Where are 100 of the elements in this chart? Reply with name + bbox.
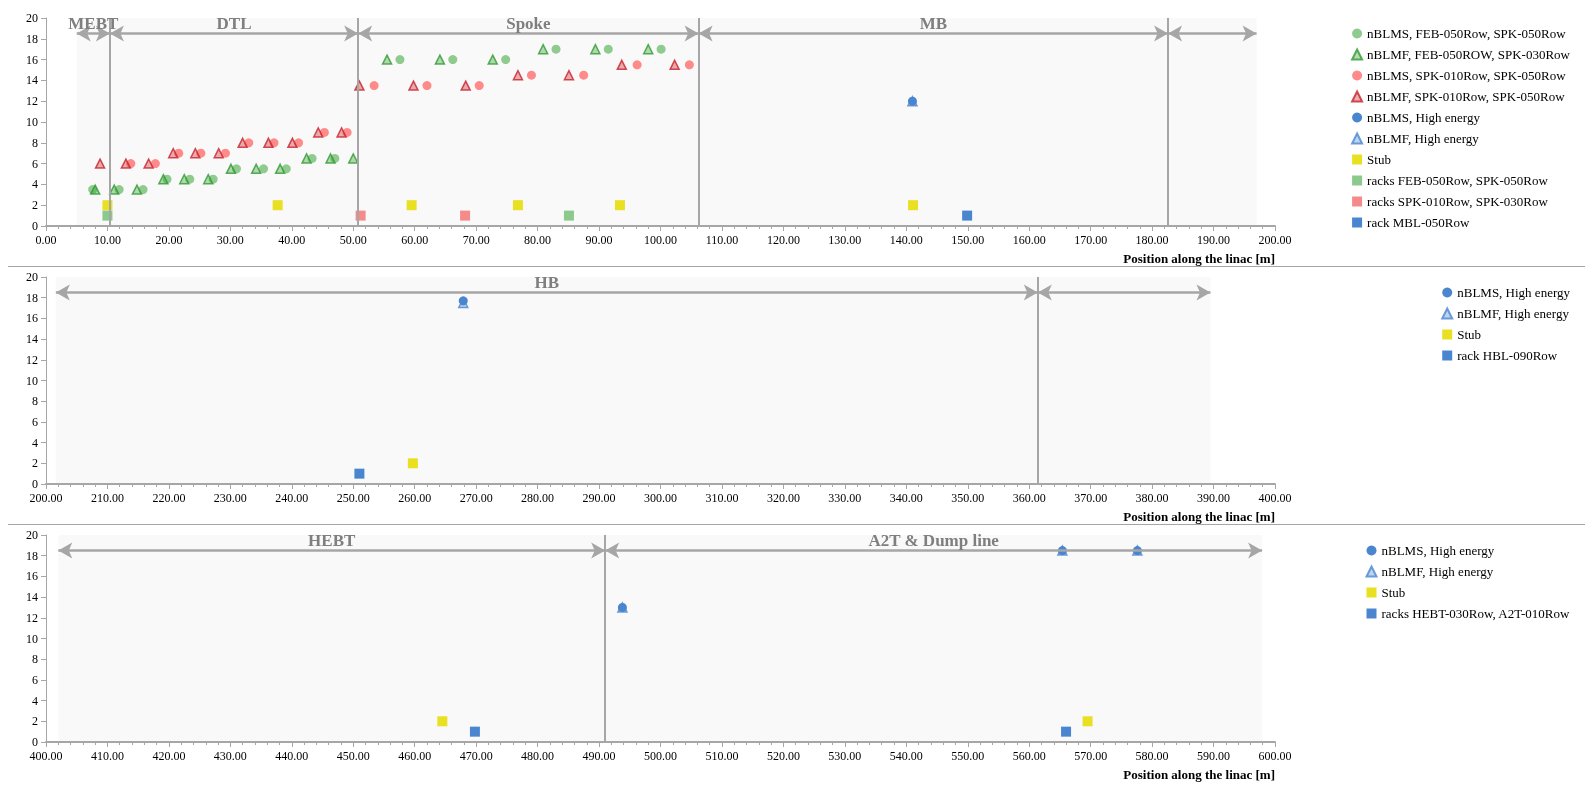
point [642,43,654,55]
y-tick-label: 12 [26,94,38,109]
y-tick-label: 16 [26,569,38,584]
point [460,210,471,221]
point [422,81,432,91]
legend-label: Stub [1381,585,1406,600]
x-tick-label: 170.00 [1074,233,1108,247]
legend-label: rack HBL-090Row [1457,348,1558,363]
legend-label: nBLMS, High energy [1381,543,1495,558]
y-tick-label: 12 [26,352,38,367]
legend-label: racks SPK-010Row, SPK-030Row [1367,194,1549,209]
point [307,153,317,163]
point [126,159,136,169]
y-tick-label: 0 [32,735,38,749]
y-tick-label: 6 [32,414,38,429]
point [408,80,419,91]
x-tick-label: 550.00 [951,749,985,763]
y-tick-label: 18 [26,548,38,563]
point [590,43,601,55]
point [208,174,218,184]
x-tick-label: 440.00 [275,749,309,763]
point [325,153,336,164]
legend-label: nBLMS, High energy [1367,110,1481,125]
point [150,159,160,169]
point [237,137,248,149]
x-tick-label: 70.00 [462,233,490,247]
point [287,137,298,149]
point [512,69,524,81]
y-tick-label: 18 [26,31,38,46]
x-tick-label: 320.00 [766,491,800,505]
x-tick-label: 540.00 [889,749,923,763]
x-tick-label: 600.00 [1258,749,1292,763]
point [526,70,536,80]
x-tick-label: 40.00 [278,233,306,247]
x-tick-label: 110.00 [705,233,739,247]
y-tick-label: 16 [26,311,38,326]
point [281,164,291,174]
point [537,43,549,55]
y-tick-label: 6 [32,156,38,171]
x-tick-label: 330.00 [828,491,862,505]
point [962,210,973,221]
x-tick-label: 510.00 [705,749,739,763]
x-tick-label: 450.00 [336,749,370,763]
y-tick-label: 20 [26,11,38,25]
y-tick-label: 4 [32,177,38,192]
point [469,726,480,737]
x-tick-label: 150.00 [951,233,985,247]
x-tick-label: 240.00 [275,491,309,505]
point [369,81,379,91]
point [1061,726,1072,737]
x-tick-label: 120.00 [766,233,800,247]
x-tick-label: 560.00 [1012,749,1046,763]
point [437,716,448,727]
y-tick-label: 8 [32,135,38,150]
x-tick-label: 390.00 [1197,491,1231,505]
point [563,69,575,81]
x-tick-label: 520.00 [766,749,800,763]
point [250,163,262,175]
legend-label: nBLMF, FEB-050ROW, SPK-030Row [1367,47,1571,62]
legend-label: nBLMF, SPK-010Row, SPK-050Row [1367,89,1566,104]
point [330,153,340,163]
point [342,127,352,137]
point [336,127,347,138]
y-tick-label: 0 [32,219,38,233]
band-label: HEBT [308,530,357,550]
band-label: Spoke [506,13,552,33]
legend-label: nBLMF, High energy [1381,564,1494,579]
x-tick-label: 260.00 [398,491,432,505]
point [202,173,214,185]
point [244,138,254,148]
x-tick-label: 470.00 [459,749,493,763]
point [908,200,919,211]
point [158,173,169,185]
point [1082,716,1093,727]
legend-label: Stub [1457,327,1482,342]
x-tick-label: 530.00 [828,749,862,763]
point [434,54,446,65]
point [162,174,172,184]
y-tick-label: 16 [26,52,38,67]
point [301,153,312,164]
point [232,164,241,174]
x-tick-label: 50.00 [339,233,367,247]
x-tick-label: 420.00 [152,749,186,763]
x-tick-label: 160.00 [1012,233,1046,247]
y-tick-label: 4 [32,693,38,708]
y-tick-label: 2 [32,714,38,729]
x-tick-label: 310.00 [705,491,739,505]
x-tick-label: 200.00 [29,491,63,505]
x-tick-label: 140.00 [889,233,923,247]
legend-label: nBLMF, High energy [1457,306,1570,321]
x-tick-label: 590.00 [1197,749,1231,763]
y-tick-label: 0 [32,477,38,491]
point [213,147,224,159]
x-axis-title: Position along the linac [m] [1123,509,1275,524]
point [603,44,613,54]
point [263,137,274,149]
x-tick-label: 350.00 [951,491,985,505]
y-tick-label: 8 [32,652,38,667]
x-tick-label: 90.00 [585,233,613,247]
point [174,148,184,158]
